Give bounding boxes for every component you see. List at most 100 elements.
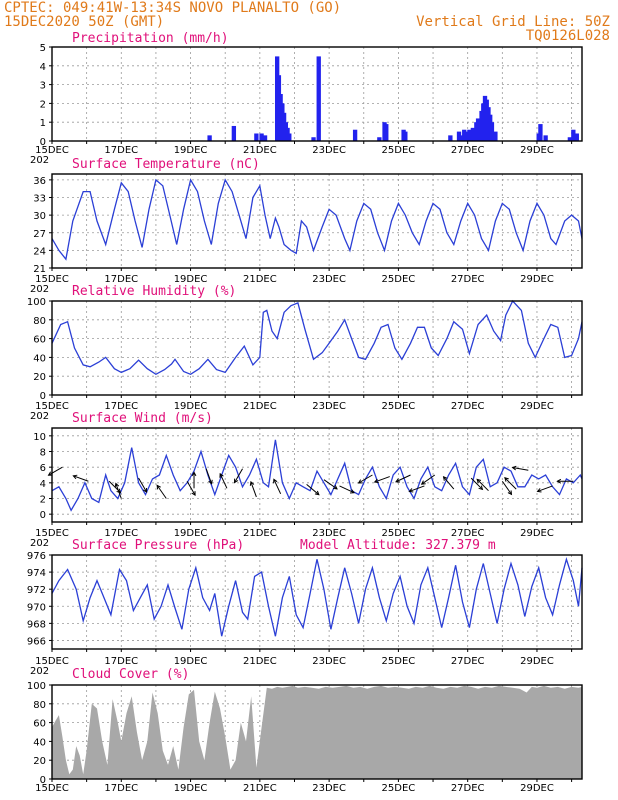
x-tick-label: 17DEC	[104, 145, 138, 156]
panel-frame	[51, 300, 583, 396]
x-tick-label: 29DEC	[520, 145, 554, 156]
x-tick-label: 19DEC	[174, 401, 208, 412]
x-tick-label: 27DEC	[451, 401, 485, 412]
y-tick-label: 10	[33, 432, 46, 443]
x-tick-label: 17DEC	[104, 656, 138, 667]
y-tick-label: 40	[33, 353, 46, 364]
x-tick-label: 19DEC	[174, 274, 208, 285]
wind-arrow-head	[219, 472, 224, 478]
precip-bar	[254, 133, 259, 141]
wind-arrow-head	[234, 478, 239, 484]
wind-arrow-head	[47, 471, 53, 476]
x-tick-label: 17DEC	[104, 274, 138, 285]
y-tick-label: 30	[33, 211, 46, 222]
rh-line	[51, 299, 583, 376]
panel-title: Surface Wind (m/s)	[72, 411, 213, 426]
y-tick-label: 100	[27, 297, 46, 308]
y-tick-label: 20	[33, 756, 46, 767]
y-tick-label: 976	[27, 551, 46, 562]
wind-arrow-head	[114, 482, 120, 488]
wind-arrow	[115, 483, 122, 499]
x-tick-label: 17DEC	[104, 783, 138, 794]
x-tick-label: 29DEC	[520, 656, 554, 667]
y-tick-label: 6	[40, 463, 46, 474]
x-tick-label: 29DEC	[520, 401, 554, 412]
x-tick-label: 15DEC	[35, 401, 69, 412]
wind-arrow	[409, 485, 425, 492]
wind-arrow-head	[249, 480, 255, 486]
x-tick-label: 19DEC	[174, 783, 208, 794]
y-tick-label: 33	[33, 194, 46, 205]
x-tick-label: 23DEC	[312, 783, 346, 794]
x-tick-label: 15DEC	[35, 528, 69, 539]
x-tick-label: 23DEC	[312, 401, 346, 412]
x-tick-label: 27DEC	[451, 656, 485, 667]
x-tick-label: 23DEC	[312, 274, 346, 285]
x-tick-label: 27DEC	[451, 145, 485, 156]
wind-arrow-head	[191, 491, 196, 497]
x-tick-label: 27DEC	[451, 783, 485, 794]
wind-arrow-head	[314, 490, 320, 496]
wind-arrow	[395, 474, 411, 483]
temp-line	[51, 178, 583, 261]
panel-frame	[51, 684, 583, 780]
y-tick-label: 970	[27, 602, 46, 613]
cloud-area	[52, 685, 582, 779]
precip-bar	[463, 131, 469, 141]
pressure-line	[51, 557, 583, 637]
precip-bar	[543, 135, 548, 141]
x-tick-label: 29DEC	[520, 274, 554, 285]
wind-arrow	[476, 478, 489, 492]
y-tick-label: 968	[27, 619, 46, 630]
header-station: CPTEC: 049:41W-13:34S NOVO PLANALTO (GO)	[4, 0, 341, 16]
precip-bar	[403, 131, 408, 141]
wind-arrow-head	[536, 488, 542, 493]
x-year-fragment: 202	[30, 284, 49, 295]
y-tick-label: 21	[33, 264, 46, 275]
x-tick-label: 21DEC	[243, 145, 277, 156]
x-tick-label: 25DEC	[382, 401, 416, 412]
precip-bar	[448, 135, 453, 141]
precip-bar	[352, 129, 358, 141]
x-tick-label: 17DEC	[104, 401, 138, 412]
panel-frame	[51, 554, 583, 650]
wind-arrow	[186, 481, 196, 496]
wind-arrow-head	[395, 478, 401, 483]
precip-bar	[493, 131, 498, 141]
panel-frame	[51, 427, 583, 523]
precip-bar	[470, 127, 476, 141]
y-tick-label: 5	[40, 43, 46, 54]
wind-arrow-head	[349, 489, 355, 494]
x-tick-label: 25DEC	[382, 528, 416, 539]
wind-arrow	[156, 485, 167, 499]
x-tick-label: 17DEC	[104, 528, 138, 539]
x-tick-label: 19DEC	[174, 145, 208, 156]
precip-bar	[458, 135, 463, 141]
y-tick-label: 0	[40, 775, 46, 786]
x-tick-label: 19DEC	[174, 656, 208, 667]
wind-arrow-head	[72, 474, 78, 480]
x-tick-label: 27DEC	[451, 274, 485, 285]
x-tick-label: 21DEC	[243, 274, 277, 285]
wind-arrow	[537, 485, 553, 492]
precip-bar	[489, 122, 495, 141]
y-tick-label: 972	[27, 585, 46, 596]
x-tick-label: 23DEC	[312, 656, 346, 667]
wind-arrow-head	[116, 488, 122, 494]
x-tick-label: 25DEC	[382, 783, 416, 794]
precip-bar	[377, 137, 382, 141]
wind-arrow	[306, 484, 320, 496]
y-tick-label: 80	[33, 700, 46, 711]
x-tick-label: 29DEC	[520, 783, 554, 794]
panel-precip: 0 1 2 3 4 5 15DEC 17DEC 19DEC 21DEC 23DEC 25DEC 27DE…	[30, 31, 583, 166]
precip-bar	[467, 129, 472, 141]
panel-frame	[51, 46, 583, 142]
wind-arrow	[234, 468, 243, 483]
wind-arrow-head	[408, 488, 414, 493]
x-year-fragment: 202	[30, 155, 49, 166]
panel-title: Relative Humidity (%)	[72, 284, 236, 299]
y-tick-label: 2	[40, 99, 46, 110]
wind-arrow-head	[142, 487, 148, 493]
header-grid-line: Vertical Grid Line: 50Z	[416, 14, 610, 30]
wind-arrow-head	[373, 478, 379, 484]
